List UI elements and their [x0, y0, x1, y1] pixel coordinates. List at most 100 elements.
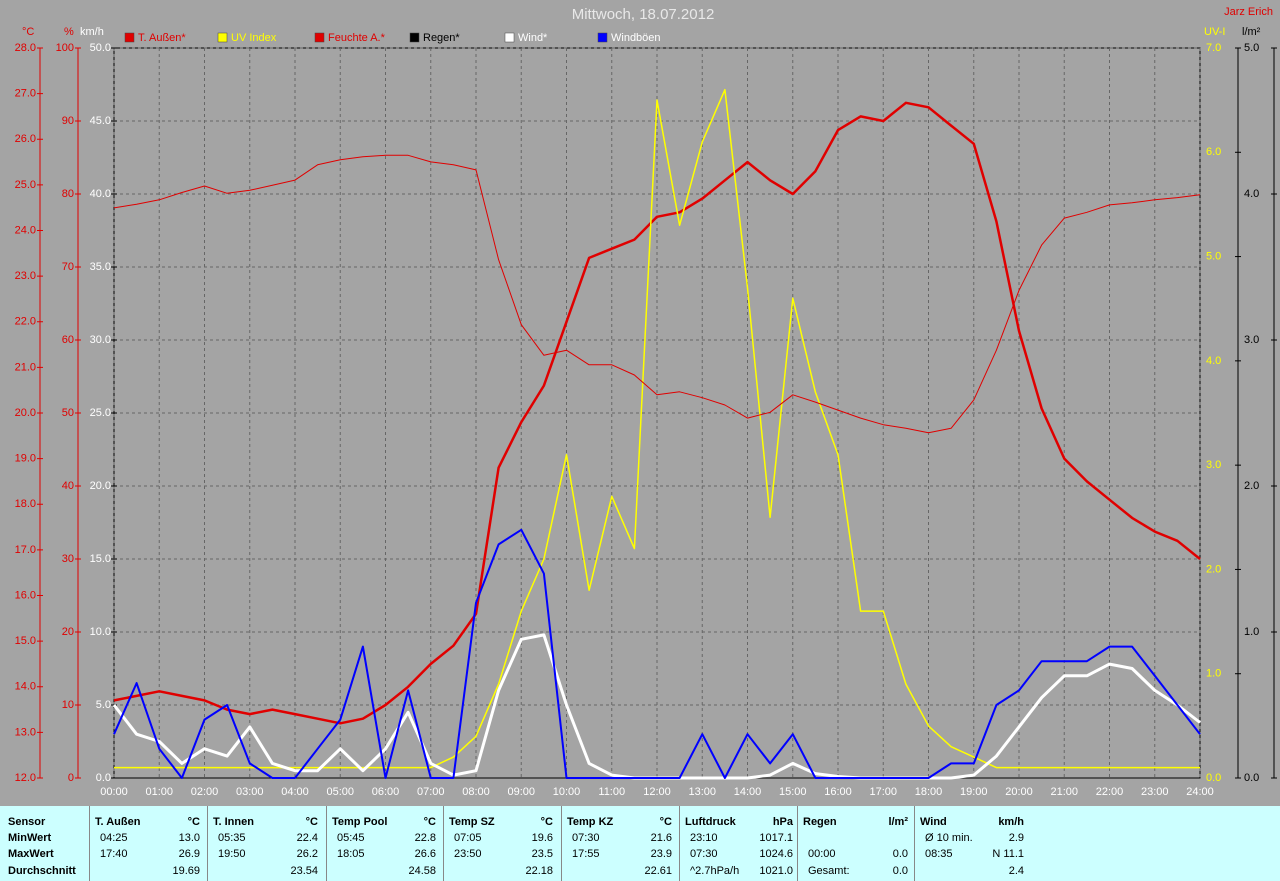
- y-tick-label: 50: [62, 407, 74, 419]
- y-tick-label: 18.0: [15, 498, 36, 510]
- y-tick-label: 30.0: [90, 334, 111, 346]
- y-tick-label: 25.0: [90, 407, 111, 419]
- column-name: T. Außen: [95, 816, 141, 828]
- column-unit: hPa: [772, 816, 793, 828]
- cell-value: 26.2: [296, 848, 318, 860]
- x-tick-label: 14:00: [734, 786, 762, 798]
- legend-label: Feuchte A.*: [328, 32, 386, 44]
- y-tick-label: 70: [62, 261, 74, 273]
- y-tick-label: 14.0: [15, 681, 36, 693]
- cell-label: Gesamt:: [808, 865, 850, 877]
- x-tick-label: 22:00: [1096, 786, 1124, 798]
- x-tick-label: 11:00: [598, 786, 625, 798]
- column-name: Temp Pool: [332, 816, 388, 828]
- cell-label: 07:30: [690, 848, 718, 860]
- cell-value: 2.9: [1008, 832, 1024, 844]
- cell-value: 0.0: [892, 848, 908, 860]
- y-tick-label: 12.0: [15, 772, 36, 784]
- y-tick-label: 0.0: [1206, 772, 1221, 784]
- cell-label: 17:55: [572, 848, 600, 860]
- y-tick-label: 13.0: [15, 726, 36, 738]
- series-line: [113, 528, 1201, 779]
- x-tick-label: 17:00: [869, 786, 897, 798]
- y-tick-label: 50.0: [90, 42, 111, 54]
- y-tick-label: 4.0: [1206, 355, 1221, 367]
- legend-swatch: [217, 32, 228, 43]
- column-separator: [207, 806, 208, 881]
- y-tick-label: 21.0: [15, 361, 36, 373]
- column-unit: °C: [305, 816, 318, 828]
- cell-value: 23.9: [650, 848, 672, 860]
- y-tick-label: 3.0: [1206, 459, 1221, 471]
- x-tick-label: 12:00: [643, 786, 671, 798]
- y-tick-label: 40.0: [90, 188, 111, 200]
- x-tick-label: 15:00: [779, 786, 807, 798]
- y-tick-label: 35.0: [90, 261, 111, 273]
- cell-value: 21.6: [650, 832, 672, 844]
- legend-swatch: [504, 32, 515, 43]
- x-tick-label: 01:00: [145, 786, 173, 798]
- x-tick-label: 20:00: [1005, 786, 1033, 798]
- y-tick-label: 28.0: [15, 42, 36, 54]
- y-tick-label: 80: [62, 188, 74, 200]
- legend-swatch: [314, 32, 325, 43]
- y-tick-label: 2.0: [1206, 563, 1221, 575]
- x-tick-label: 00:00: [100, 786, 128, 798]
- author: Jarz Erich: [1224, 6, 1273, 18]
- y-tick-label: 6.0: [1206, 146, 1221, 158]
- legend-label: Regen*: [423, 32, 460, 44]
- grid: [113, 47, 1201, 779]
- cell-value: 22.8: [414, 832, 436, 844]
- stats-table: Sensor MinWert MaxWert Durchschnitt T. Außen…: [0, 806, 1280, 881]
- cell-label: 00:00: [808, 848, 836, 860]
- cell-label: 04:25: [100, 832, 128, 844]
- cell-value: N 11.1: [992, 848, 1024, 860]
- x-tick-label: 09:00: [507, 786, 535, 798]
- column-unit: °C: [540, 816, 553, 828]
- legend-swatch: [597, 32, 608, 43]
- axis-unit: l/m²: [1242, 26, 1261, 38]
- y-tick-label: 0.0: [96, 772, 111, 784]
- y-tick-label: 10.0: [90, 626, 111, 638]
- y-tick-label: 25.0: [15, 179, 36, 191]
- x-tick-label: 16:00: [824, 786, 852, 798]
- legend-label: T. Außen*: [138, 32, 186, 44]
- cell-label: 08:35: [925, 848, 953, 860]
- cell-label: 23:10: [690, 832, 718, 844]
- legend-label: UV Index: [231, 32, 277, 44]
- series-line: [114, 88, 1200, 769]
- cell-label: 18:05: [337, 848, 365, 860]
- column-separator: [679, 806, 680, 881]
- cell-value: 23.54: [290, 865, 318, 877]
- y-tick-label: 90: [62, 115, 74, 127]
- chart: Mittwoch, 18.07.2012 Jarz Erich 00:00 01:…: [15, 6, 1277, 798]
- column-unit: °C: [659, 816, 672, 828]
- column-name: Temp KZ: [567, 816, 614, 828]
- cell-label: 17:40: [100, 848, 128, 860]
- x-tick-label: 03:00: [236, 786, 264, 798]
- axis-unit: °C: [22, 26, 34, 38]
- y-tick-label: 0: [68, 772, 74, 784]
- cell-value: 24.58: [408, 865, 436, 877]
- cell-label: 07:05: [454, 832, 482, 844]
- x-tick-label: 24:00: [1186, 786, 1214, 798]
- legend-swatch: [409, 32, 420, 43]
- column-separator: [89, 806, 90, 881]
- column-unit: °C: [187, 816, 200, 828]
- column-separator: [561, 806, 562, 881]
- cell-value: 22.61: [644, 865, 672, 877]
- y-tick-label: 40: [62, 480, 74, 492]
- y-tick-label: 19.0: [15, 453, 36, 465]
- y-tick-label: 2.0: [1244, 480, 1259, 492]
- x-tick-label: 04:00: [281, 786, 309, 798]
- cell-value: 22.4: [296, 832, 318, 844]
- cell-label: 05:35: [218, 832, 246, 844]
- y-tick-label: 4.0: [1244, 188, 1259, 200]
- cell-value: 1021.0: [759, 865, 793, 877]
- series-line: [113, 101, 1201, 725]
- series-line: [113, 154, 1201, 434]
- column-separator: [914, 806, 915, 881]
- y-tick-label: 20: [62, 626, 74, 638]
- y-tick-label: 20.0: [15, 407, 36, 419]
- cell-value: 19.69: [172, 865, 200, 877]
